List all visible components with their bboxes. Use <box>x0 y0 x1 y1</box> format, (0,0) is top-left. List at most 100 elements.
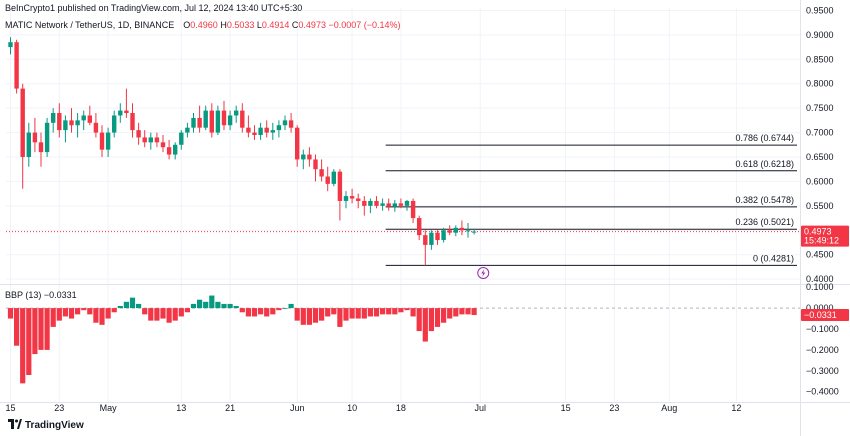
candle-body <box>118 110 123 116</box>
time-axis-label: 15 <box>5 403 15 413</box>
bbp-bar <box>117 306 123 309</box>
bbp-bar <box>251 308 258 317</box>
candle-body <box>209 110 214 133</box>
bbp-axis-label: −0.3000 <box>806 366 839 376</box>
bbp-bar <box>264 308 270 317</box>
bbp-axis-label: −0.4000 <box>806 387 839 397</box>
ohlc-high: 0.5033 <box>226 20 255 30</box>
candle-body <box>105 132 111 150</box>
bbp-bar <box>325 308 331 317</box>
price-axis-label: 0.9500 <box>806 5 834 15</box>
bbp-bar <box>26 308 32 375</box>
time-axis-label: 18 <box>396 403 406 413</box>
price-axis-label: 0.9000 <box>806 30 834 40</box>
bbp-bar <box>337 308 343 327</box>
bbp-bar <box>215 301 221 309</box>
bbp-bar <box>312 308 319 323</box>
bbp-bar <box>465 308 471 315</box>
bbp-bar <box>245 308 251 317</box>
bbp-badge-value: −0.0331 <box>804 310 837 320</box>
bbp-bar <box>148 308 154 321</box>
candle-body <box>148 137 153 143</box>
bbp-bar <box>203 301 209 309</box>
tradingview-brand[interactable]: TradingView <box>8 419 84 431</box>
candle-body <box>38 142 44 153</box>
price-axis-label: 0.4000 <box>806 274 834 284</box>
candle-body <box>234 110 239 116</box>
bbp-bar <box>441 308 447 323</box>
time-axis-label: 15 <box>561 403 571 413</box>
candle-body <box>429 232 434 245</box>
candle-body <box>93 122 99 133</box>
candle-body <box>337 171 343 201</box>
bbp-bar <box>300 308 306 325</box>
candle-body <box>197 117 202 128</box>
candle-body <box>130 113 135 131</box>
bbp-bar <box>416 308 422 332</box>
candle-body <box>453 227 458 233</box>
candle-body <box>173 144 178 155</box>
time-axis-label: 10 <box>347 403 357 413</box>
candle-body <box>471 231 477 233</box>
symbol-title: MATIC Network / TetherUS, 1D, BINANCE <box>5 20 175 30</box>
candle-body <box>398 203 404 206</box>
bbp-bar <box>422 308 428 342</box>
candle-body <box>459 227 465 231</box>
candle-body <box>179 132 184 145</box>
bbp-bar <box>197 299 203 309</box>
candle-body <box>392 203 397 207</box>
bbp-bar <box>62 308 68 317</box>
fib-level-label: 0.382 (0.5478) <box>735 195 794 205</box>
bbp-bar <box>172 308 178 321</box>
fib-level-label: 0.618 (0.6218) <box>735 159 794 169</box>
candle-body <box>276 125 282 131</box>
bbp-bar <box>434 308 441 327</box>
bbp-bar <box>56 308 62 321</box>
candle-body <box>240 110 245 128</box>
candle-body <box>252 132 257 136</box>
candle-body <box>295 127 300 160</box>
bbp-bar <box>75 308 81 315</box>
bbp-bar <box>276 308 282 311</box>
bbp-bar <box>20 308 26 384</box>
bbp-bar <box>373 308 380 317</box>
candle-body <box>258 127 263 136</box>
candle-body <box>124 110 129 114</box>
bbp-bar <box>447 308 453 319</box>
bbp-bar <box>105 308 111 319</box>
bbp-bar <box>428 308 434 332</box>
publisher-note: BeInCrypto1 published on TradingView.com… <box>5 3 303 13</box>
candle-body <box>227 115 233 126</box>
bbp-bar <box>453 308 459 317</box>
bbp-legend: BBP (13) −0.0331 <box>5 290 77 300</box>
ohlc-open: 0.4960 <box>190 20 218 30</box>
time-axis-label: 12 <box>731 403 741 413</box>
ohlc-low: 0.4914 <box>261 20 290 30</box>
bbp-bar <box>14 308 20 346</box>
bbp-bar <box>282 308 288 309</box>
bbp-bar <box>349 308 355 319</box>
candle-body <box>112 115 117 133</box>
candle-body <box>87 115 92 123</box>
ohlc-close: 0.4973 <box>298 20 326 30</box>
candle-body <box>301 154 306 160</box>
bbp-axis-label: −0.2000 <box>806 345 839 355</box>
price-axis-label: 0.7000 <box>806 128 834 138</box>
candle-body <box>26 132 31 157</box>
bbp-bar <box>32 308 38 355</box>
candle-body <box>282 120 288 126</box>
bbp-axis-label: 0.0000 <box>806 303 834 313</box>
bbp-bar <box>380 308 386 315</box>
candle-body <box>20 88 25 157</box>
bbp-bar <box>404 308 410 311</box>
candle-body <box>465 230 471 232</box>
bbp-bar <box>209 295 215 309</box>
candle-body <box>8 42 13 48</box>
fib-level-label: 0.236 (0.5021) <box>735 217 794 227</box>
bbp-bar <box>306 308 312 325</box>
candle-body <box>386 203 391 207</box>
candle-body <box>75 120 80 126</box>
candle-body <box>349 196 355 199</box>
bbp-bar <box>471 308 477 315</box>
